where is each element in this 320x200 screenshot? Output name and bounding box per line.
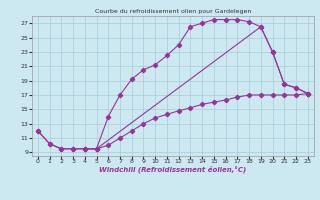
X-axis label: Windchill (Refroidissement éolien,°C): Windchill (Refroidissement éolien,°C) xyxy=(99,166,246,173)
Title: Courbe du refroidissement olien pour Gardelegen: Courbe du refroidissement olien pour Gar… xyxy=(95,9,251,14)
